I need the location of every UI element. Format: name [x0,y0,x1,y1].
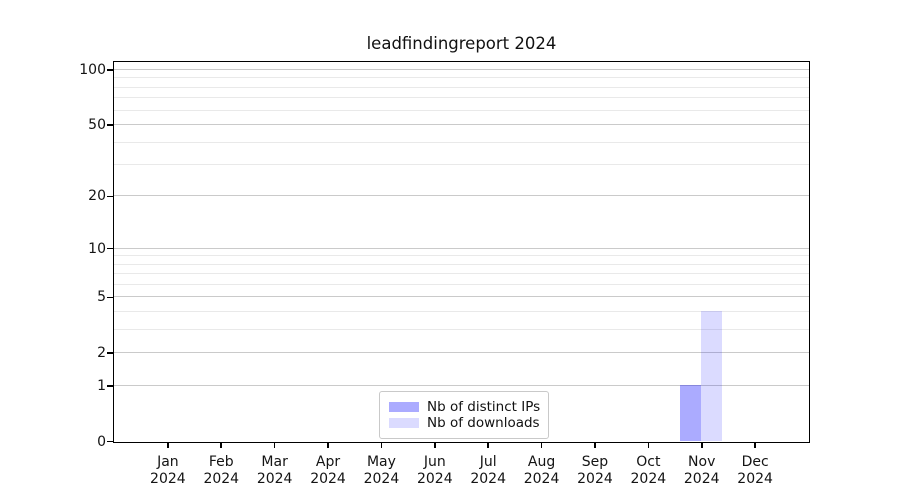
x-tick-label: Mar 2024 [256,454,293,487]
y-tick-label: 10 [88,240,106,257]
x-tick [487,443,489,448]
major-gridline [114,352,809,354]
legend: Nb of distinct IPs Nb of downloads [379,391,549,439]
minor-gridline [114,310,809,312]
legend-label-downloads: Nb of downloads [427,415,540,431]
major-gridline [114,296,809,298]
x-tick [273,443,276,448]
minor-gridline [114,164,809,166]
x-tick [434,443,436,448]
major-gridline [114,124,809,126]
minor-gridline [114,86,809,88]
x-tick [700,443,703,448]
x-tick [327,443,329,448]
plot-area: Nb of distinct IPs Nb of downloads [113,61,810,443]
minor-gridline [114,283,809,285]
minor-gridline [114,255,809,257]
x-tick-label: Dec 2024 [737,454,773,487]
y-tick [107,352,113,354]
y-tick-label: 5 [97,289,106,306]
y-tick-label: 100 [79,62,106,79]
x-tick-label: Apr 2024 [310,454,346,487]
chart-title: leadfindingreport 2024 [366,34,557,53]
legend-swatch-distinct-ips [389,402,419,412]
legend-item-distinct-ips: Nb of distinct IPs [389,399,541,415]
major-gridline [114,247,809,249]
y-tick-label: 20 [88,188,106,205]
x-tick-label: May 2024 [363,454,400,487]
x-tick-label: Jan 2024 [150,454,186,487]
legend-label-distinct-ips: Nb of distinct IPs [427,399,541,415]
x-tick-label: Nov 2024 [683,454,720,487]
minor-gridline [114,97,809,99]
x-tick [380,443,383,448]
y-tick-label: 2 [97,345,106,362]
bar-nb-of-downloads-nov-2024 [701,311,723,441]
y-tick [107,440,113,443]
y-tick [107,69,113,71]
x-tick-label: Sep 2024 [577,454,613,487]
x-tick-label: Feb 2024 [203,454,240,487]
y-tick [107,296,113,299]
x-tick [220,443,223,448]
x-tick [540,443,543,448]
minor-gridline [114,141,809,143]
minor-gridline [114,109,809,111]
major-gridline [114,384,809,386]
minor-gridline [114,77,809,79]
y-tick-label: 0 [97,433,106,450]
y-tick [107,247,113,250]
bar-nb-of-distinct-ips-nov-2024 [680,385,702,441]
x-tick [647,443,650,448]
legend-swatch-downloads [389,418,419,428]
x-tick [167,443,169,448]
x-tick [754,443,756,448]
major-gridline [114,69,809,71]
y-tick-label: 50 [88,117,106,134]
y-tick [107,384,113,387]
x-tick-label: Jun 2024 [416,454,453,487]
x-tick-label: Jul 2024 [470,454,506,487]
minor-gridline [114,263,809,265]
major-gridline [114,195,809,197]
legend-item-downloads: Nb of downloads [389,415,540,431]
minor-gridline [114,328,809,330]
minor-gridline [114,273,809,275]
y-tick [107,124,113,126]
x-tick [594,443,596,448]
y-tick [107,195,113,198]
y-tick-label: 1 [97,377,106,394]
x-tick-label: Oct 2024 [630,454,667,487]
x-tick-label: Aug 2024 [523,454,560,487]
